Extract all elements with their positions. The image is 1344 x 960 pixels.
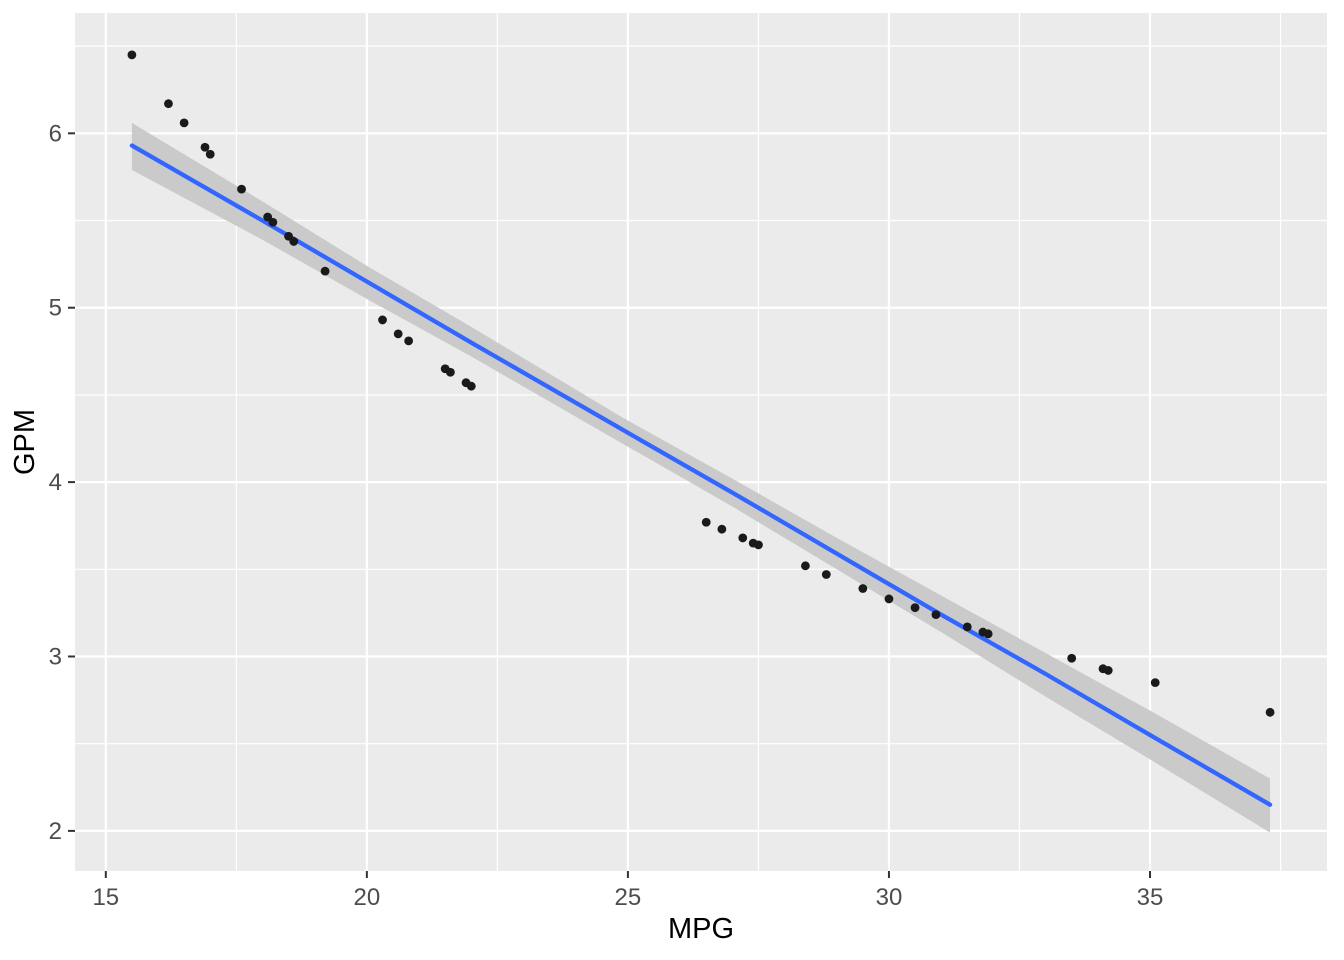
data-point (127, 50, 137, 60)
regression-line (129, 143, 1273, 807)
major-gridlines (75, 13, 1327, 871)
data-point (821, 570, 831, 579)
data-point (754, 540, 763, 550)
data-point (931, 610, 941, 620)
data-point (179, 118, 189, 128)
data-point (884, 594, 894, 604)
data-point (701, 517, 711, 527)
data-points (127, 50, 1275, 717)
data-point (983, 629, 993, 639)
data-point (910, 603, 920, 613)
data-point (962, 622, 972, 632)
data-point (1265, 707, 1275, 717)
x-tick-label: 25 (615, 884, 642, 911)
data-point (738, 533, 748, 543)
data-point (320, 266, 330, 276)
data-point (268, 217, 278, 227)
x-tick-label: 30 (876, 884, 903, 911)
x-axis-title: MPG (668, 913, 734, 945)
x-tick-label: 35 (1137, 884, 1164, 911)
data-point (404, 336, 414, 346)
data-point (801, 561, 810, 571)
x-tick-label: 15 (92, 884, 119, 911)
data-point (1150, 678, 1160, 688)
y-axis-title: GPM (9, 409, 41, 475)
data-point (289, 237, 299, 246)
data-point (1067, 653, 1077, 663)
y-tick-label: 2 (49, 818, 62, 845)
data-point (378, 315, 387, 325)
x-axis-tick-marks (104, 871, 1152, 878)
data-point (717, 524, 727, 534)
data-point (205, 149, 215, 159)
y-tick-label: 5 (49, 295, 62, 322)
data-point (858, 584, 868, 593)
data-point (466, 381, 476, 391)
data-point (1103, 666, 1113, 675)
y-axis-tick-labels: 2 3 4 5 6 (49, 120, 62, 845)
data-point (237, 184, 246, 194)
x-tick-label: 20 (354, 884, 381, 911)
data-point (393, 329, 403, 339)
y-axis-tick-marks (68, 132, 75, 832)
x-axis-tick-labels: 15 20 25 30 35 (92, 884, 1163, 911)
data-point (445, 367, 455, 377)
data-point (164, 99, 173, 109)
y-tick-label: 4 (49, 469, 62, 496)
y-tick-label: 6 (49, 120, 62, 147)
y-tick-label: 3 (49, 644, 62, 671)
data-point (200, 142, 210, 152)
confidence-band (131, 122, 1271, 833)
